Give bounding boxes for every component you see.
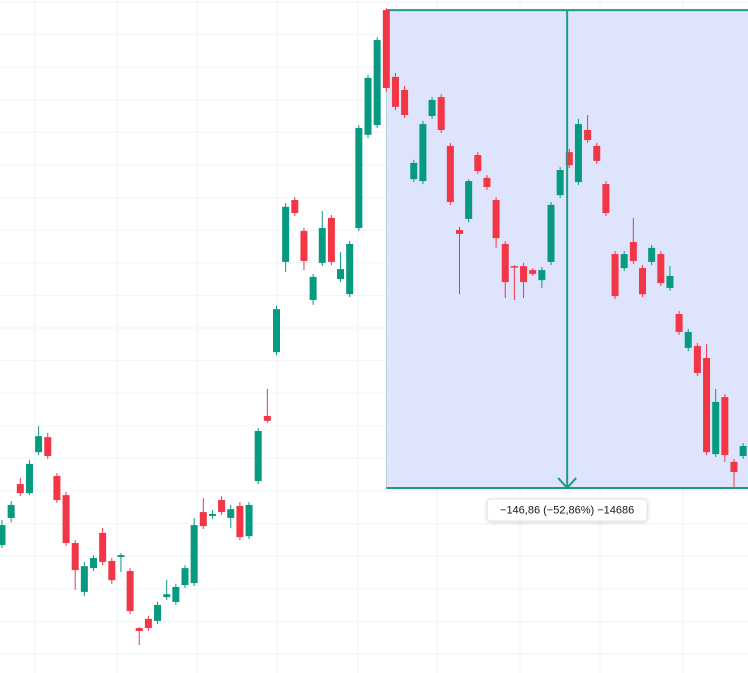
candle-body	[529, 270, 537, 274]
candle-body	[410, 162, 418, 180]
candle-body	[611, 254, 619, 297]
candle-body	[346, 243, 354, 295]
candle-body	[364, 77, 372, 135]
candle-body	[245, 504, 253, 537]
candle-body	[556, 170, 564, 196]
candle-body	[703, 357, 711, 453]
candle-body	[730, 461, 738, 473]
candle-body	[355, 128, 363, 229]
candle-body	[199, 512, 207, 527]
candle-body	[419, 124, 427, 182]
measure-arrow-head	[557, 477, 577, 490]
candle-body	[337, 269, 345, 280]
candle-body	[446, 145, 454, 202]
candle-body	[99, 532, 107, 562]
candle-body	[712, 401, 720, 455]
candle-body	[135, 628, 143, 631]
candle-body	[629, 242, 637, 261]
candle-body	[547, 204, 555, 262]
candle-body	[263, 415, 271, 421]
candle-body	[7, 504, 15, 518]
candle-body	[391, 76, 399, 107]
candle-body	[538, 270, 546, 281]
candle-body	[227, 509, 235, 518]
candle-body	[602, 184, 610, 214]
candle-body	[62, 495, 70, 544]
candle-body	[172, 587, 180, 602]
candle-body	[282, 206, 290, 262]
candle-body	[236, 505, 244, 538]
candle-body	[520, 266, 528, 283]
measure-label-box	[486, 498, 648, 522]
candle-body	[35, 436, 43, 453]
candle-body	[53, 475, 61, 501]
candle-body	[327, 217, 335, 262]
candle-body	[401, 89, 409, 115]
candle-body	[190, 525, 198, 584]
candle-body	[16, 484, 24, 494]
candle-body	[373, 40, 381, 126]
candle-body	[163, 594, 171, 598]
candle-body	[300, 230, 308, 261]
candle-body	[254, 430, 262, 482]
candle-body	[465, 181, 473, 219]
candle-body	[126, 571, 134, 612]
candle-body	[144, 618, 152, 629]
measure-label: −146,86 (−52,86%) −14686	[500, 504, 634, 516]
candle-body	[456, 229, 463, 234]
candle-body	[483, 177, 491, 187]
candle-body	[584, 129, 592, 141]
candle-body	[675, 314, 683, 332]
candle-body	[666, 275, 674, 288]
candle-body	[218, 500, 226, 513]
candle-body	[0, 525, 6, 545]
candle-body	[291, 200, 299, 214]
candle-body	[574, 124, 582, 183]
candle-body	[44, 437, 52, 457]
candle-body	[382, 10, 390, 88]
candle-body	[620, 254, 628, 269]
candle-body	[510, 266, 518, 268]
candle-body	[309, 276, 317, 301]
candle-body	[739, 445, 747, 457]
candle-body	[437, 97, 445, 130]
candle-body	[501, 243, 509, 283]
candle-body	[648, 247, 656, 262]
candle-body	[684, 331, 692, 348]
candle-body	[154, 604, 162, 621]
candle-body	[25, 463, 33, 494]
candle-body	[593, 145, 601, 161]
candle-body	[80, 566, 88, 592]
candle-body	[693, 345, 701, 373]
candle-body	[639, 268, 646, 295]
candle-body	[657, 254, 665, 284]
candle-body	[474, 155, 482, 172]
candle-body	[90, 558, 97, 569]
candle-body	[428, 100, 436, 116]
candle-body	[318, 228, 326, 263]
candle-body	[492, 200, 500, 239]
candle-body	[721, 397, 729, 456]
candle-body	[565, 152, 573, 166]
candle-body	[181, 568, 189, 586]
candle-body	[117, 555, 125, 558]
candle-body	[71, 543, 79, 571]
candle-body	[273, 309, 280, 353]
candle-body	[108, 560, 116, 581]
candle-body	[208, 514, 216, 516]
